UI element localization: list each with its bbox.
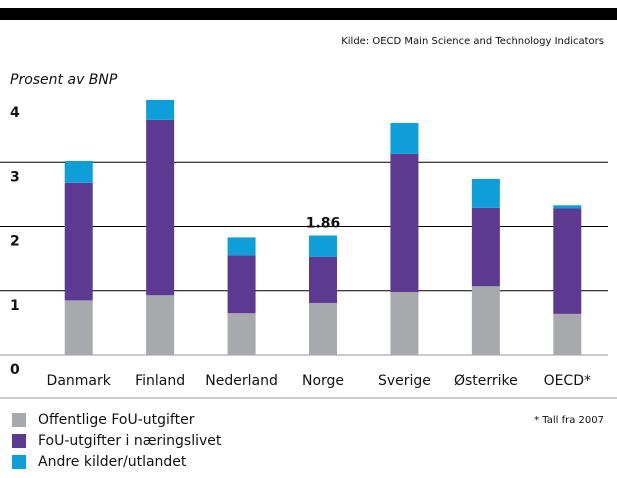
bar-segment: [309, 302, 337, 355]
bar-segment: [64, 300, 93, 355]
top-bar: [0, 8, 617, 20]
bar-segment: [146, 119, 175, 296]
legend-swatch: [12, 455, 26, 469]
y-tick-label: 3: [10, 169, 20, 185]
bar-segment: [146, 99, 175, 120]
bar-segment: [227, 313, 256, 355]
bar-segment: [471, 178, 500, 208]
bar-segment: [471, 286, 500, 355]
legend-swatch: [12, 434, 26, 448]
data-label: 1.86: [306, 215, 341, 231]
bar-segment: [227, 255, 256, 314]
note: * Tall fra 2007: [534, 415, 604, 426]
bar-segment: [390, 153, 419, 293]
x-tick-label: Danmark: [47, 373, 112, 389]
bar-segment: [390, 123, 419, 154]
bar-segment: [309, 235, 337, 257]
legend-swatch: [12, 413, 26, 427]
x-tick-label: Norge: [302, 373, 344, 389]
legend-label: Andre kilder/utlandet: [38, 454, 187, 470]
y-axis-label: Prosent av BNP: [10, 72, 118, 88]
bar-segment: [64, 160, 93, 183]
x-tick-label: Nederland: [205, 373, 278, 389]
bar-segment: [390, 292, 419, 355]
x-tick-label: Finland: [135, 373, 185, 389]
bar-segment: [553, 313, 582, 355]
y-tick-label: 0: [10, 362, 20, 378]
bar-segment: [64, 182, 93, 301]
y-tick-label: 2: [10, 234, 20, 250]
x-tick-label: Sverige: [378, 373, 431, 389]
x-tick-label: Østerrike: [454, 373, 518, 389]
x-tick-label: OECD*: [544, 373, 591, 389]
bar-segment: [227, 237, 256, 256]
y-tick-label: 1: [10, 298, 20, 314]
legend-label: Offentlige FoU-utgifter: [38, 412, 195, 428]
bar-segment: [146, 295, 175, 355]
y-tick-label: 4: [10, 105, 20, 121]
source: Kilde: OECD Main Science and Technology …: [341, 36, 604, 47]
bar-segment: [553, 208, 582, 314]
legend-label: FoU-utgifter i næringslivet: [38, 433, 222, 449]
bar-segment: [553, 205, 582, 209]
bar-segment: [471, 207, 500, 287]
bar-segment: [309, 256, 337, 303]
